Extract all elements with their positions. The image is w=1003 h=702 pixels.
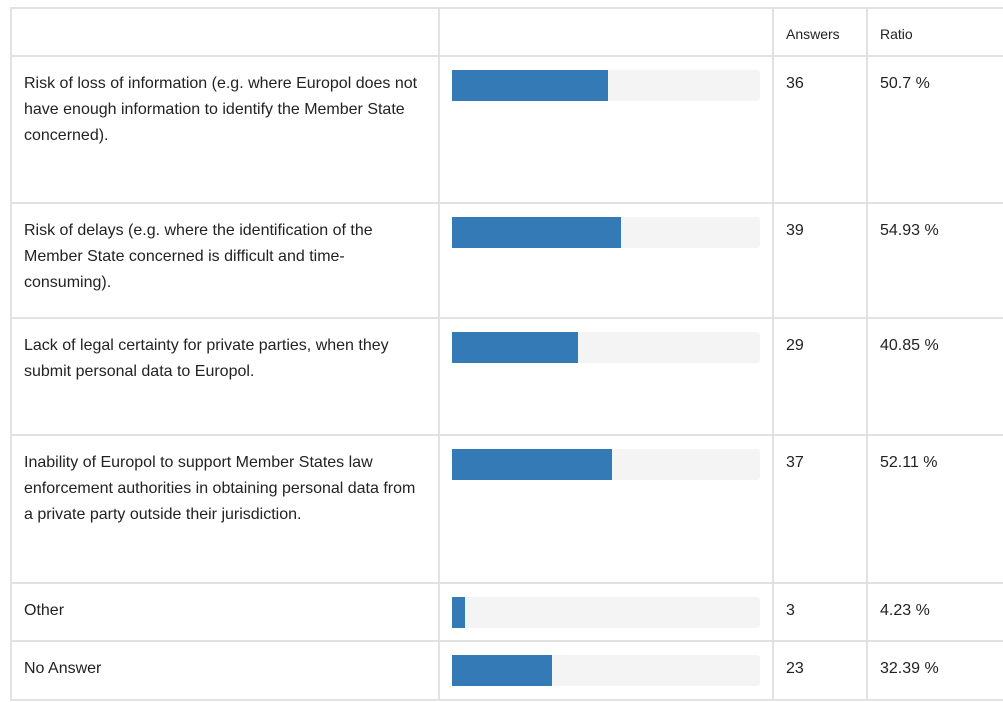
row: Other 3 4.23 %: [10, 582, 1003, 642]
option-label: Lack of legal certainty for private part…: [10, 317, 440, 436]
table-body: Risk of loss of information (e.g. where …: [10, 55, 1003, 701]
answers: 37: [772, 434, 868, 584]
bar: [452, 597, 466, 628]
header-cell: [10, 7, 440, 57]
row: Lack of legal certainty for private part…: [10, 317, 1003, 436]
row: Risk of delays (e.g. where the identific…: [10, 202, 1003, 319]
bar-track: [452, 332, 760, 363]
bar-cell: [438, 434, 774, 584]
answers: 3: [772, 582, 868, 642]
answers: 23: [772, 640, 868, 701]
ratio: 52.11 %: [866, 434, 1003, 584]
bar-track: [452, 449, 760, 480]
bar-track: [452, 655, 760, 686]
header-row: Answers Ratio: [10, 7, 1003, 57]
option-label: Inability of Europol to support Member S…: [10, 434, 440, 584]
bar: [452, 217, 622, 248]
option-label: No Answer: [10, 640, 440, 701]
bar: [452, 449, 613, 480]
results-table: Answers Ratio Risk of loss of informatio…: [10, 7, 1003, 701]
bar-track: [452, 217, 760, 248]
row: No Answer 23 32.39 %: [10, 640, 1003, 701]
ratio: 40.85 %: [866, 317, 1003, 436]
ratio: 32.39 %: [866, 640, 1003, 701]
option-label: Other: [10, 582, 440, 642]
answers: 29: [772, 317, 868, 436]
bar: [452, 655, 552, 686]
bar-track: [452, 597, 760, 628]
option-label: Risk of delays (e.g. where the identific…: [10, 202, 440, 319]
ratio: 50.7 %: [866, 55, 1003, 204]
header-cell: [438, 7, 774, 57]
bar-cell: [438, 582, 774, 642]
ratio: 54.93 %: [866, 202, 1003, 319]
bar: [452, 70, 609, 101]
bar-cell: [438, 55, 774, 204]
bar-cell: [438, 202, 774, 319]
answers: 36: [772, 55, 868, 204]
bar: [452, 332, 578, 363]
ratio: 4.23 %: [866, 582, 1003, 642]
answers: 39: [772, 202, 868, 319]
header-cell: Ratio: [866, 7, 1003, 57]
bar-cell: [438, 317, 774, 436]
row: Inability of Europol to support Member S…: [10, 434, 1003, 584]
option-label: Risk of loss of information (e.g. where …: [10, 55, 440, 204]
bar-cell: [438, 640, 774, 701]
row: Risk of loss of information (e.g. where …: [10, 55, 1003, 204]
bar-track: [452, 70, 760, 101]
header-cell: Answers: [772, 7, 868, 57]
